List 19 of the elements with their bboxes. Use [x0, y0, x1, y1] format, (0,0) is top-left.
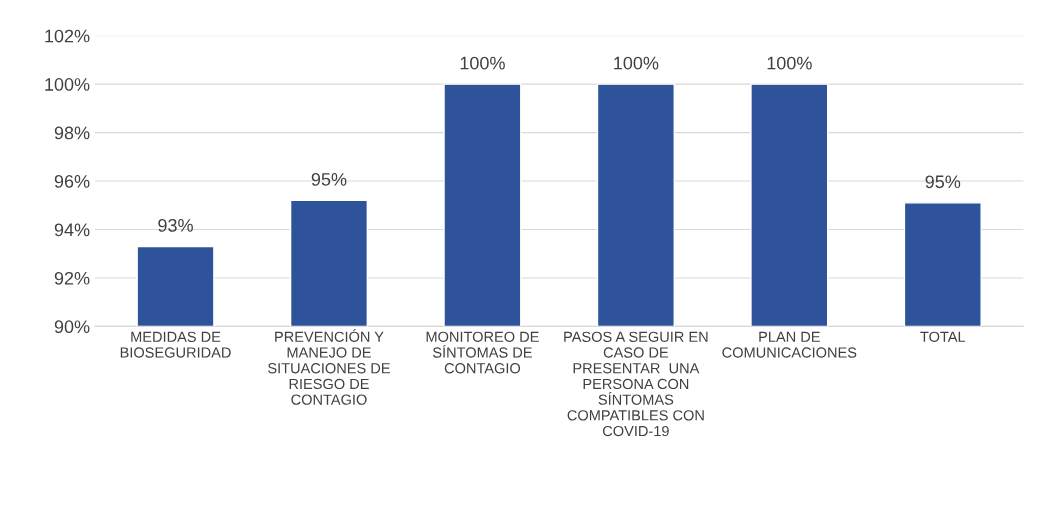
y-tick-label: 94% — [54, 223, 90, 237]
y-tick-label: 92% — [54, 271, 90, 285]
x-tick-label: TOTAL — [920, 331, 966, 342]
x-tick-label: PLAN DE COMUNICACIONES — [722, 331, 857, 358]
y-tick-label: 100% — [45, 78, 90, 91]
x-tick-label: MEDIDAS DE BIOSEGURIDAD — [120, 331, 231, 358]
data-label: 100% — [767, 56, 812, 70]
x-tick-label: MONITOREO DE SÍNTOMAS DE CONTAGIO — [426, 331, 539, 374]
data-label: 100% — [460, 56, 505, 70]
data-label: 100% — [614, 56, 659, 70]
y-tick-label: 102% — [45, 29, 90, 43]
y-tick-label: 98% — [54, 126, 90, 140]
x-tick-label: PASOS A SEGUIR EN CASO DE PRESENTAR UNA PERSONA CON SÍNTOMAS COMPATIBLES CON COVID-19 — [564, 331, 708, 437]
y-tick-label: 90% — [54, 320, 90, 334]
data-label: 93% — [158, 218, 193, 232]
data-label: 95% — [925, 175, 961, 189]
y-tick-label: 96% — [54, 174, 90, 188]
x-tick-label: PREVENCIÓN Y MANEJO DE SITUACIONES DE RIESGO DE CONTAGIO — [268, 329, 390, 405]
data-label: 95% — [311, 172, 347, 186]
